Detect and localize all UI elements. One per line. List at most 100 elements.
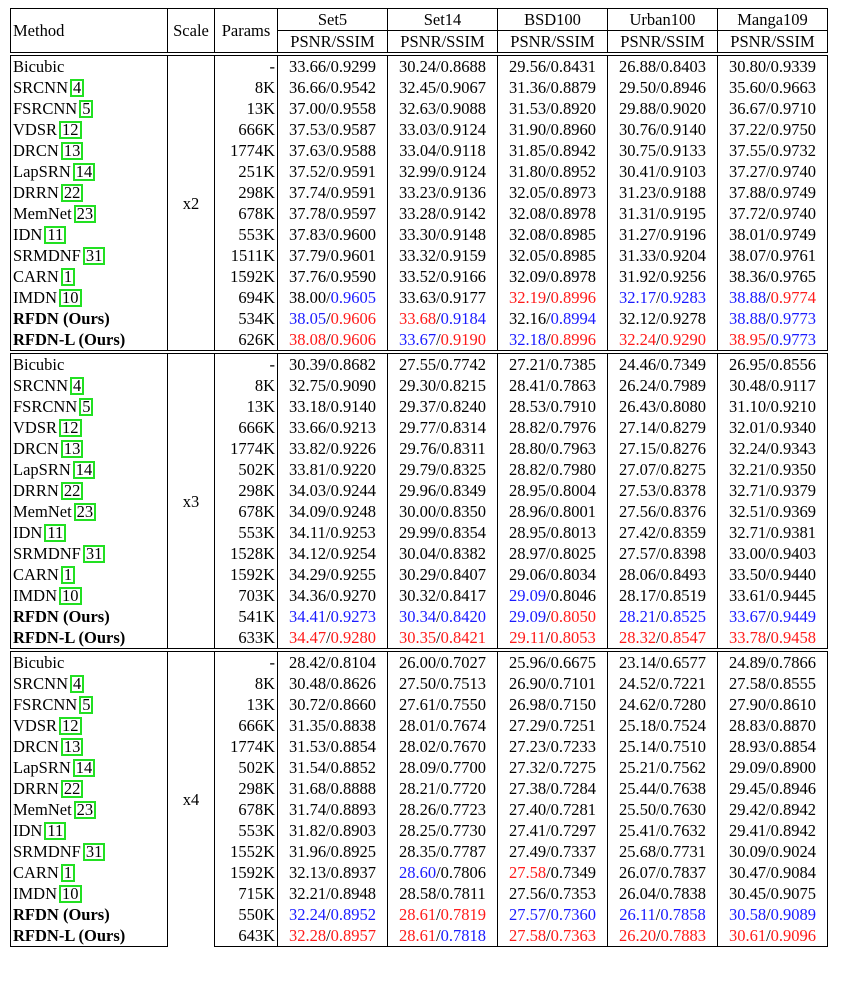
separator: / xyxy=(656,267,661,286)
score-cell: 30.47/0.9084 xyxy=(717,862,828,883)
method-cell: DRRN 22 xyxy=(10,182,168,203)
ssim: 0.7837 xyxy=(660,863,707,882)
params-cell: 553K xyxy=(214,522,278,543)
score-cell: 24.46/0.7349 xyxy=(607,350,718,375)
separator: / xyxy=(436,355,441,374)
separator: / xyxy=(326,162,331,181)
score-cell: 28.93/0.8854 xyxy=(717,736,828,757)
psnr: 29.45 xyxy=(728,779,767,798)
separator: / xyxy=(766,162,771,181)
row: RFDN-L (Ours) 626K 38.08/0.9606 33.67/0.919… xyxy=(10,329,828,352)
ssim: 0.9773 xyxy=(770,330,817,349)
separator: / xyxy=(766,99,771,118)
separator: / xyxy=(326,309,331,328)
ssim: 0.9024 xyxy=(770,842,817,861)
ssim: 0.8626 xyxy=(330,674,377,693)
row: IDN 11 553K 34.11/0.9253 29.99/0.8354 28.95/0… xyxy=(10,522,828,543)
ssim: 0.8978 xyxy=(550,204,597,223)
ssim: 0.6675 xyxy=(550,653,597,672)
method-cell: FSRCNN 5 xyxy=(10,694,168,715)
method-cell: CARN 1 xyxy=(10,266,168,287)
score-cell: 38.07/0.9761 xyxy=(717,245,828,266)
separator: / xyxy=(766,376,771,395)
separator: / xyxy=(546,674,551,693)
ssim: 0.8555 xyxy=(770,674,817,693)
ssim: 0.9749 xyxy=(770,183,817,202)
method-cell: VDSR 12 xyxy=(10,715,168,736)
method-name: RFDN-L (Ours) xyxy=(13,330,126,349)
score-cell: 26.24/0.7989 xyxy=(607,375,718,396)
method-name: RFDN (Ours) xyxy=(13,905,110,924)
score-cell: 33.81/0.9220 xyxy=(277,459,388,480)
separator: / xyxy=(766,439,771,458)
separator: / xyxy=(546,57,551,76)
params-cell: 553K xyxy=(214,820,278,841)
psnr: 29.09 xyxy=(508,586,547,605)
score-cell: 27.56/0.7353 xyxy=(497,883,608,904)
method-cell: SRMDNF 31 xyxy=(10,245,168,266)
psnr: 33.03 xyxy=(398,120,437,139)
ssim: 0.8525 xyxy=(660,607,707,626)
row: RFDN-L (Ours) 643K 32.28/0.8957 28.61/0.781… xyxy=(10,925,828,947)
ssim: 0.9381 xyxy=(770,523,817,542)
separator: / xyxy=(546,884,551,903)
separator: / xyxy=(656,141,661,160)
score-cell: 30.35/0.8421 xyxy=(387,627,498,650)
score-cell: 38.95/0.9773 xyxy=(717,329,828,352)
ssim: 0.8852 xyxy=(330,758,377,777)
ssim: 0.9591 xyxy=(330,183,377,202)
psnr: 28.06 xyxy=(618,565,657,584)
ssim: 0.8053 xyxy=(550,628,596,647)
score-cell: 36.66/0.9542 xyxy=(277,77,388,98)
ssim: 0.9458 xyxy=(770,628,817,647)
separator: / xyxy=(656,523,661,542)
psnr: 27.49 xyxy=(508,842,547,861)
separator: / xyxy=(656,355,661,374)
scale-cell: x3 xyxy=(167,350,215,650)
psnr: 30.45 xyxy=(728,884,767,903)
params-cell: 666K xyxy=(214,417,278,438)
ssim: 0.8431 xyxy=(550,57,597,76)
separator: / xyxy=(326,397,331,416)
score-cell: 37.53/0.9587 xyxy=(277,119,388,140)
score-cell: 37.52/0.9591 xyxy=(277,161,388,182)
separator: / xyxy=(766,607,771,626)
ssim: 0.8311 xyxy=(440,439,486,458)
separator: / xyxy=(546,99,551,118)
ssim: 0.9117 xyxy=(770,376,816,395)
ssim: 0.9299 xyxy=(330,57,377,76)
score-cell: 27.21/0.7385 xyxy=(497,350,608,375)
psnr: 29.88 xyxy=(618,99,657,118)
psnr: 28.02 xyxy=(398,737,437,756)
citation: 23 xyxy=(73,205,97,223)
score-cell: 30.29/0.8407 xyxy=(387,564,498,585)
ssim: 0.7297 xyxy=(550,821,597,840)
score-cell: 28.97/0.8025 xyxy=(497,543,608,564)
method-name: MemNet xyxy=(13,204,72,223)
params-cell: 13K xyxy=(214,98,278,119)
ssim: 0.9761 xyxy=(770,246,817,265)
ssim: 0.7524 xyxy=(660,716,707,735)
params-cell: 550K xyxy=(214,904,278,925)
score-cell: 27.42/0.8359 xyxy=(607,522,718,543)
ssim: 0.7811 xyxy=(440,884,486,903)
separator: / xyxy=(546,842,551,861)
score-cell: 33.30/0.9148 xyxy=(387,224,498,245)
separator: / xyxy=(766,821,771,840)
psnr: 38.01 xyxy=(728,225,767,244)
row: RFDN-L (Ours) 633K 34.47/0.9280 30.35/0.842… xyxy=(10,627,828,650)
psnr: 38.36 xyxy=(728,267,767,286)
ssim: 0.8240 xyxy=(440,397,487,416)
psnr: 30.29 xyxy=(398,565,437,584)
ssim: 0.7838 xyxy=(660,884,707,903)
psnr: 32.08 xyxy=(508,225,547,244)
separator: / xyxy=(656,376,661,395)
ssim: 0.8407 xyxy=(440,565,487,584)
score-cell: 28.60/0.7806 xyxy=(387,862,498,883)
ssim: 0.6577 xyxy=(660,653,707,672)
psnr: 27.38 xyxy=(508,779,547,798)
score-cell: 26.43/0.8080 xyxy=(607,396,718,417)
ssim: 0.9369 xyxy=(770,502,817,521)
psnr: 38.08 xyxy=(288,330,327,349)
ssim: 0.9244 xyxy=(330,481,377,500)
